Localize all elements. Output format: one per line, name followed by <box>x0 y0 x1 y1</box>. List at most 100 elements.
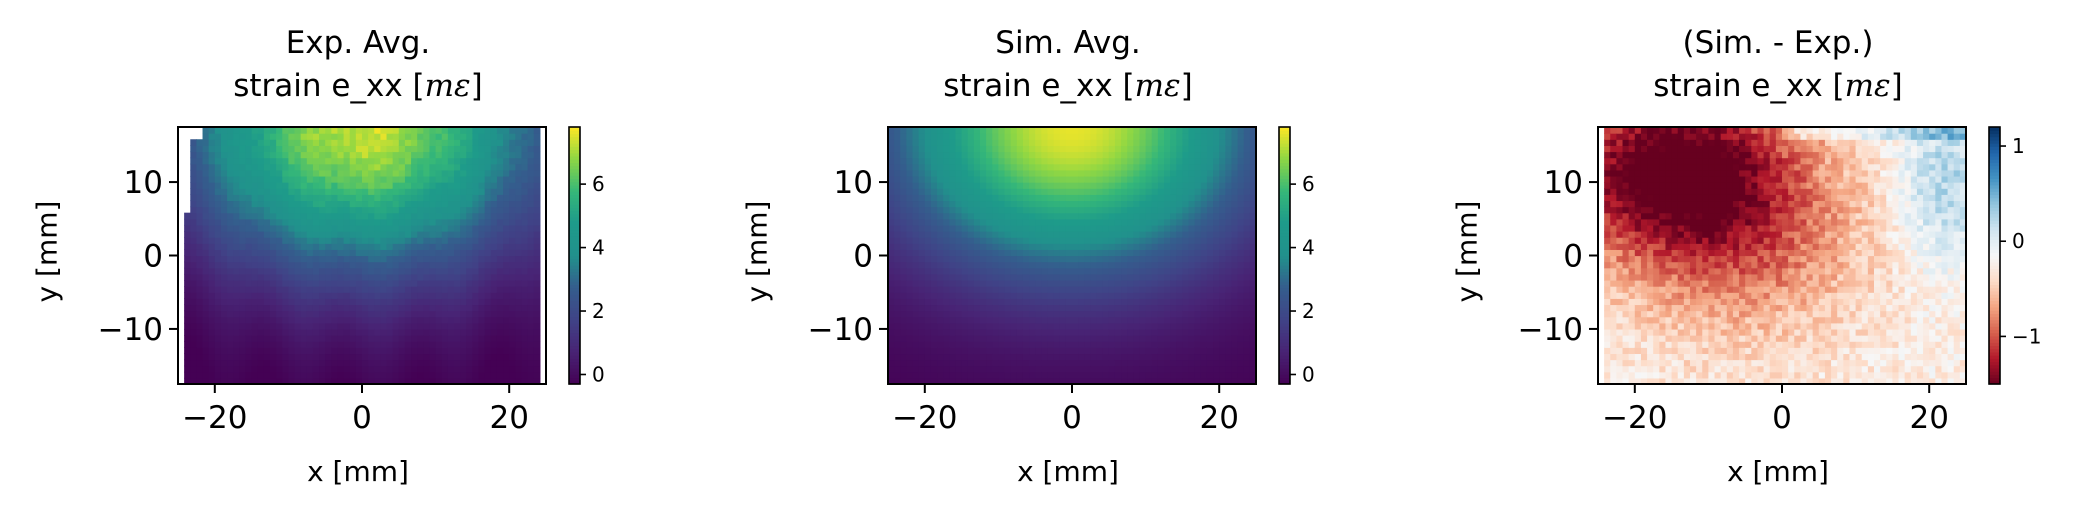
heatmap-cell <box>1213 286 1220 293</box>
heatmap-cell <box>460 322 467 330</box>
heatmap-cell <box>937 359 944 367</box>
heatmap-cell <box>986 377 993 385</box>
heatmap-cell <box>1059 157 1067 165</box>
heatmap-cell <box>1090 377 1098 385</box>
heatmap-cell <box>1237 206 1245 214</box>
heatmap-cell <box>1084 127 1091 134</box>
heatmap-cell <box>190 175 197 183</box>
heatmap-cell <box>1170 151 1177 159</box>
heatmap-cell <box>270 188 277 195</box>
heatmap-cell <box>1164 304 1171 312</box>
heatmap-cell <box>943 182 950 189</box>
heatmap-cell <box>294 316 302 324</box>
heatmap-cell <box>1004 359 1012 367</box>
heatmap-cell <box>1176 298 1183 306</box>
heatmap-cell <box>986 359 993 367</box>
heatmap-cell <box>472 322 480 330</box>
heatmap-cell <box>1108 267 1116 275</box>
heatmap-cell <box>1029 286 1036 293</box>
heatmap-cell <box>270 249 277 257</box>
heatmap-cell <box>239 310 247 318</box>
heatmap-cell <box>404 279 412 287</box>
heatmap-cell <box>1114 145 1122 153</box>
heatmap-cell <box>998 359 1006 367</box>
heatmap-cell <box>888 163 895 171</box>
heatmap-cell <box>496 255 504 263</box>
heatmap-cell <box>949 377 957 385</box>
heatmap-cell <box>1182 279 1190 287</box>
heatmap-cell <box>509 200 516 208</box>
heatmap-cell <box>527 304 535 312</box>
heatmap-cell <box>355 231 363 238</box>
heatmap-cell <box>282 341 289 348</box>
heatmap-cell <box>466 151 473 159</box>
heatmap-cell <box>1035 145 1042 153</box>
heatmap-cell <box>894 335 901 342</box>
heatmap-cell <box>1016 145 1024 153</box>
heatmap-cell <box>441 212 449 220</box>
heatmap-cell <box>368 353 375 361</box>
heatmap-cell <box>937 175 944 183</box>
heatmap-cell <box>1022 273 1030 281</box>
heatmap-cell <box>1157 249 1165 257</box>
heatmap-cell <box>1243 261 1251 269</box>
heatmap-cell <box>251 335 259 342</box>
heatmap-cell <box>1121 188 1128 195</box>
heatmap-cell <box>912 133 920 140</box>
heatmap-cell <box>1010 200 1018 208</box>
heatmap-cell <box>1072 353 1079 361</box>
heatmap-cell <box>1194 139 1202 146</box>
subtitle-unit: mε <box>1134 68 1181 104</box>
heatmap-cell <box>1188 310 1196 318</box>
heatmap-cell <box>1194 163 1202 171</box>
heatmap-cell <box>533 335 541 342</box>
heatmap-cell <box>1237 322 1245 330</box>
heatmap-cell <box>355 212 363 220</box>
heatmap-cell <box>398 273 406 281</box>
heatmap-cell <box>1022 335 1030 342</box>
heatmap-cell <box>257 127 265 134</box>
colorbar-segment <box>569 171 580 176</box>
heatmap-cell <box>961 206 969 214</box>
heatmap-cell <box>319 249 326 257</box>
heatmap-cell <box>196 341 204 348</box>
heatmap-cell <box>1170 169 1177 177</box>
heatmap-cell <box>998 224 1006 232</box>
heatmap-cell <box>1078 200 1085 208</box>
heatmap-cell <box>411 267 418 275</box>
heatmap-cell <box>1072 273 1079 281</box>
colorbar-segment <box>569 159 580 163</box>
heatmap-cell <box>1065 145 1073 153</box>
heatmap-cell <box>251 182 259 189</box>
heatmap-cell <box>894 304 901 312</box>
heatmap-cell <box>1194 169 1202 177</box>
heatmap-cell <box>429 243 437 250</box>
heatmap-cell <box>227 231 234 238</box>
heatmap-cell <box>441 341 449 348</box>
heatmap-cell <box>1182 237 1190 244</box>
heatmap-cell <box>331 163 339 171</box>
heatmap-cell <box>924 194 932 202</box>
heatmap-cell <box>521 371 529 379</box>
heatmap-cell <box>368 237 375 244</box>
heatmap-cell <box>1206 139 1214 146</box>
colorbar-segment <box>569 136 580 141</box>
heatmap-cell <box>325 322 332 330</box>
heatmap-cell <box>239 218 247 226</box>
heatmap-cell <box>998 182 1006 189</box>
heatmap-cell <box>1219 267 1226 275</box>
heatmap-cell <box>325 347 332 355</box>
heatmap-cell <box>472 139 480 146</box>
heatmap-cell <box>955 212 963 220</box>
heatmap-cell <box>1139 353 1147 361</box>
heatmap-cell <box>355 139 363 146</box>
heatmap-cell <box>1139 328 1147 336</box>
heatmap-cell <box>1102 310 1110 318</box>
heatmap-cell <box>1035 292 1042 299</box>
heatmap-cell <box>533 224 541 232</box>
heatmap-cell <box>900 206 907 214</box>
heatmap-cell <box>527 341 535 348</box>
heatmap-cell <box>906 212 914 220</box>
heatmap-cell <box>1200 182 1208 189</box>
heatmap-cell <box>992 200 999 208</box>
